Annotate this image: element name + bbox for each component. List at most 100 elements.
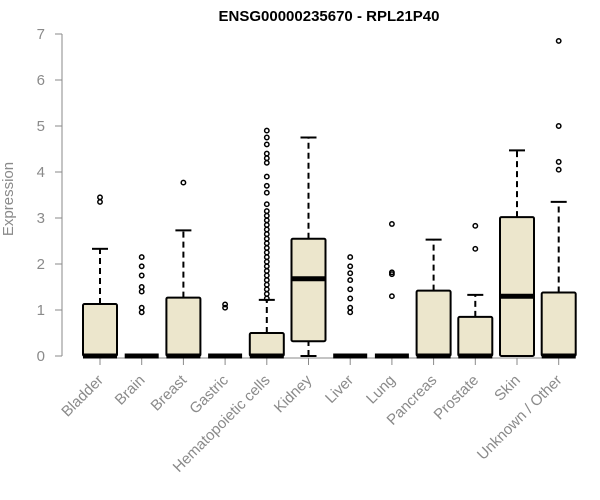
- box-rect: [82, 303, 118, 357]
- boxes: [82, 37, 577, 359]
- box-prostate: [457, 222, 494, 359]
- y-tick-label: 6: [37, 72, 45, 89]
- box-rect: [415, 289, 452, 357]
- outlier-point: [138, 254, 145, 261]
- outlier-point: [138, 284, 145, 290]
- y-tick-label: 1: [37, 302, 45, 319]
- outlier-point: [263, 295, 270, 302]
- x-tick-label: Liver: [322, 372, 357, 407]
- y-tick-label: 5: [37, 118, 45, 135]
- box-rect: [457, 315, 494, 357]
- outlier-point: [555, 158, 562, 165]
- outlier-point: [263, 208, 270, 215]
- box-pancreas: [415, 238, 452, 359]
- outlier-point: [263, 182, 270, 189]
- outlier-point: [347, 277, 354, 284]
- outlier-point: [347, 309, 354, 316]
- x-tick-label: Breast: [148, 371, 191, 414]
- outlier-point: [263, 231, 270, 238]
- outlier-point: [263, 226, 270, 233]
- y-tick-label: 2: [37, 256, 45, 273]
- outlier-point: [472, 222, 479, 229]
- outlier-point: [347, 286, 354, 293]
- outlier-point: [263, 155, 270, 162]
- box-rect: [248, 332, 285, 357]
- outlier-point: [388, 269, 395, 276]
- y-tick-label: 7: [37, 26, 45, 43]
- outlier-point: [138, 309, 145, 316]
- outlier-point: [263, 263, 270, 270]
- box-kidney: [290, 136, 327, 357]
- outlier-point: [263, 254, 270, 261]
- outlier-point: [263, 290, 270, 297]
- outlier-point: [222, 304, 229, 311]
- x-tick-label: Bladder: [58, 372, 107, 421]
- outlier-point: [347, 263, 354, 270]
- outlier-point: [263, 159, 270, 166]
- outlier-point: [138, 304, 145, 311]
- y-axis: 0 1 2 3 4 5 6 7: [37, 26, 63, 365]
- outlier-point: [263, 141, 270, 148]
- y-tick-label: 4: [37, 164, 45, 181]
- box-breast: [165, 179, 202, 359]
- box-skin: [499, 149, 535, 357]
- x-tick-label: Brain: [112, 372, 149, 409]
- outlier-point: [263, 286, 270, 293]
- box-rect: [540, 291, 577, 357]
- y-tick-label: 3: [37, 210, 45, 227]
- outlier-point: [263, 150, 270, 157]
- outlier-point: [263, 201, 270, 208]
- x-tick-label: Prostate: [431, 372, 483, 424]
- outlier-point: [263, 217, 270, 224]
- box-rect: [165, 296, 202, 357]
- box-lung: [374, 221, 409, 359]
- outlier-point: [347, 254, 354, 261]
- outlier-point: [263, 221, 270, 228]
- box-rect: [290, 237, 327, 343]
- y-axis-label: Expression: [0, 162, 17, 236]
- box-gastric: [208, 301, 243, 359]
- outlier-point: [347, 295, 354, 302]
- box-bladder: [82, 194, 118, 359]
- outlier-point: [263, 235, 270, 242]
- outlier-point: [347, 304, 354, 311]
- outlier-point: [263, 277, 270, 284]
- outlier-point: [263, 249, 270, 256]
- outlier-point: [263, 212, 270, 219]
- outlier-point: [138, 272, 145, 279]
- outlier-point: [263, 272, 270, 279]
- outlier-point: [222, 301, 229, 308]
- chart-title: ENSG00000235670 - RPL21P40: [219, 8, 440, 25]
- x-tick-label: Kidney: [271, 371, 316, 416]
- outlier-point: [138, 288, 145, 295]
- outlier-point: [555, 37, 562, 44]
- y-tick-label: 0: [37, 348, 45, 365]
- outlier-point: [263, 173, 270, 180]
- outlier-point: [263, 127, 270, 134]
- outlier-point: [388, 221, 395, 227]
- outlier-point: [97, 198, 103, 205]
- outlier-point: [263, 267, 270, 274]
- outlier-point: [138, 263, 145, 270]
- outlier-point: [263, 281, 270, 288]
- outlier-point: [388, 293, 395, 300]
- box-brain: [124, 254, 159, 359]
- outlier-point: [263, 244, 270, 251]
- x-tick-label: Lung: [363, 372, 399, 408]
- outlier-point: [263, 258, 270, 265]
- box-liver: [333, 254, 368, 359]
- outlier-point: [263, 240, 270, 247]
- outlier-point: [180, 179, 187, 186]
- outlier-point: [555, 166, 562, 173]
- outlier-point: [97, 194, 103, 201]
- x-tick-label: Skin: [491, 372, 524, 405]
- outlier-point: [555, 123, 562, 129]
- outlier-point: [263, 134, 270, 141]
- box-rect: [499, 216, 535, 357]
- outlier-point: [472, 245, 479, 252]
- box-unknown-other: [540, 37, 577, 359]
- outlier-point: [347, 270, 354, 277]
- box-hematopoietic-cells: [248, 127, 285, 359]
